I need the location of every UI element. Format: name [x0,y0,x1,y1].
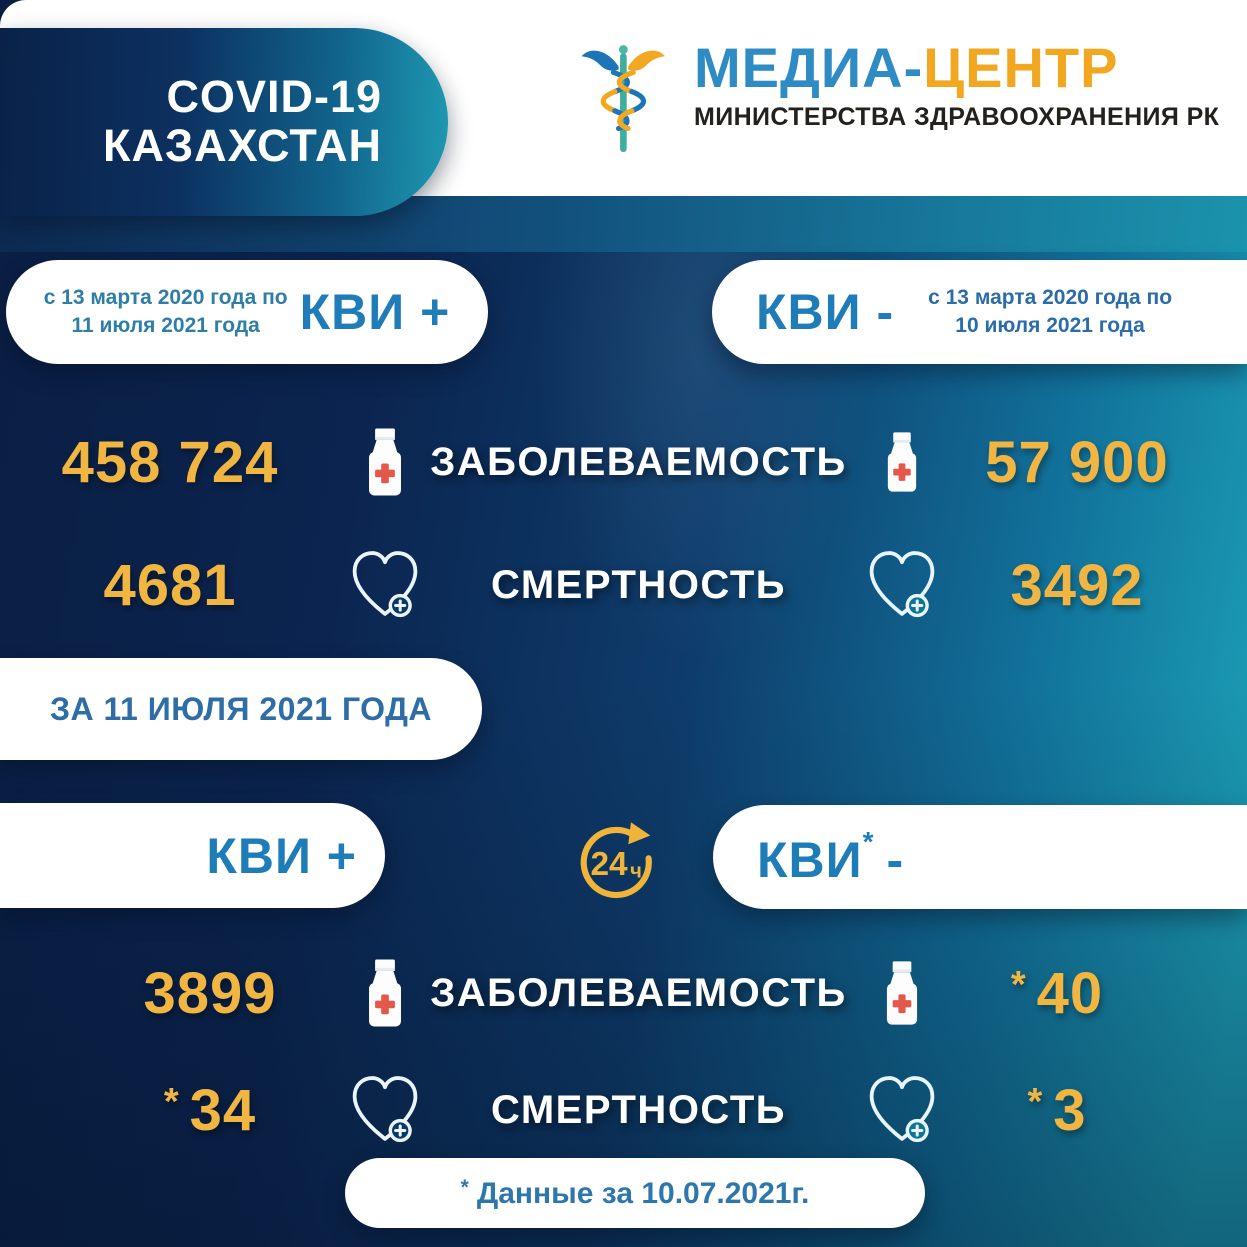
daily-period-pill: ЗА 11 ИЮЛЯ 2021 ГОДА [0,658,482,760]
covid-kazakhstan-banner: COVID-19 КАЗАХСТАН [0,28,448,216]
kvi-minus-period: с 13 марта 2020 года по 10 июля 2021 год… [928,285,1173,337]
medicine-bottle-icon [847,414,957,510]
daily-kvi-plus-deaths: * 34 [163,1077,257,1143]
daily-kvi-plus-infections: 3899 [143,960,277,1026]
daily-kvi-minus-infections: * 40 [1010,960,1104,1026]
asterisk: * [460,1175,469,1199]
kvi-plus-infections-total: 458 724 [61,429,279,495]
stat-row-daily-infections: 3899 ЗАБОЛЕВАЕМОСТЬ * 40 [0,945,1247,1041]
banner-title-line2: КАЗАХСТАН [103,120,382,171]
ministry-logo: МЕДИА-ЦЕНТР МИНИСТЕРСТВА ЗДРАВООХРАНЕНИЯ… [578,40,1219,158]
kvi-minus-deaths-total: 3492 [1010,552,1144,618]
caduceus-icon [578,40,668,158]
24h-cycle-icon: 24 ч [572,817,660,905]
daily-kvi-minus-deaths: * 3 [1027,1077,1087,1143]
banner-title-line1: COVID-19 [166,71,382,123]
heart-plus-icon [847,537,957,633]
daily-kvi-plus-pill: КВИ + [0,803,385,908]
asterisk: * [862,825,875,857]
brand-name: МЕДИА-ЦЕНТР [694,40,1219,96]
footnote-pill: * Данные за 10.07.2021г. [345,1158,925,1228]
heart-plus-icon [340,1062,430,1158]
kvi-plus-label: КВИ + [299,284,451,340]
brand-name-blue: МЕДИА- [694,36,924,99]
footnote-text: * Данные за 10.07.2021г. [460,1175,810,1210]
cumulative-kvi-plus-pill: с 13 марта 2020 года по 11 июля 2021 год… [6,260,488,364]
24h-unit: ч [630,861,642,883]
heart-plus-icon [847,1062,957,1158]
medicine-bottle-icon [847,945,957,1041]
kvi-minus-infections-total: 57 900 [985,429,1169,495]
daily-period-label: ЗА 11 ИЮЛЯ 2021 ГОДА [49,690,433,727]
kvi-plus-period: с 13 марта 2020 года по 11 июля 2021 год… [43,285,288,337]
daily-kvi-minus-label: КВИ* - [757,825,905,888]
brand-subtitle: МИНИСТЕРСТВА ЗДРАВООХРАНЕНИЯ РК [694,103,1220,131]
daily-kvi-minus-pill: КВИ* - [713,805,1247,909]
infections-label: ЗАБОЛЕВАЕМОСТЬ [430,439,847,484]
infections-label: ЗАБОЛЕВАЕМОСТЬ [430,970,847,1015]
brand-name-yellow: ЦЕНТР [923,36,1119,99]
cumulative-kvi-minus-pill: КВИ - с 13 марта 2020 года по 10 июля 20… [712,260,1247,364]
24h-number: 24 [590,846,628,883]
stat-row-cumulative-infections: 458 724 ЗАБОЛЕВАЕМОСТЬ 57 900 [0,414,1247,510]
medicine-bottle-icon [340,414,430,510]
stat-row-cumulative-mortality: 4681 СМЕРТНОСТЬ 3492 [0,537,1247,633]
kvi-minus-label: КВИ - [756,284,895,340]
mortality-label: СМЕРТНОСТЬ [490,562,787,607]
mortality-label: СМЕРТНОСТЬ [490,1087,787,1132]
stat-row-daily-mortality: * 34 СМЕРТНОСТЬ * 3 [0,1062,1247,1158]
kvi-plus-deaths-total: 4681 [103,552,237,618]
heart-plus-icon [340,537,430,633]
daily-kvi-plus-label: КВИ + [206,827,357,884]
medicine-bottle-icon [340,945,430,1041]
